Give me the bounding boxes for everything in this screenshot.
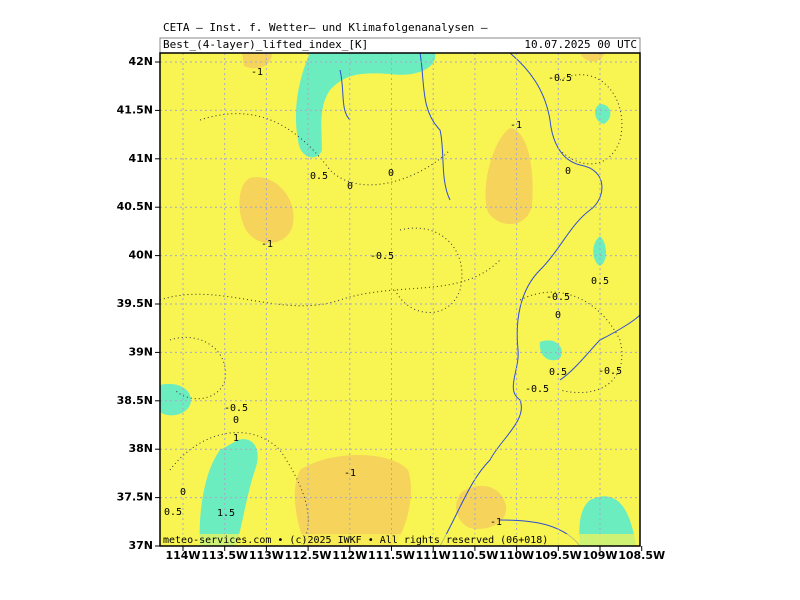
contour-label: 0.5 [310, 171, 328, 182]
contour-label: 0 [555, 310, 561, 321]
contour-label: -0.5 [224, 403, 248, 414]
map-area: meteo-services.com • (c)2025 IWKF • All … [160, 53, 640, 546]
contours [160, 74, 623, 546]
contour-label: -0.5 [370, 251, 394, 262]
contour-label: 0 [388, 168, 394, 179]
contour-label: 0 [233, 415, 239, 426]
x-tick-label: 110W [499, 549, 534, 562]
contour-label: 0.5 [591, 276, 609, 287]
y-tick-label: 39.5N [117, 297, 153, 310]
y-tick-label: 38N [128, 442, 153, 455]
contour-label: 0 [347, 181, 353, 192]
contour-label: 0 [180, 487, 186, 498]
contour-label: 0 [565, 166, 571, 177]
contour-label: -0.5 [546, 292, 570, 303]
x-tick-label: 112.5W [285, 549, 332, 562]
contour-label: -0.5 [598, 366, 622, 377]
x-tick-label: 113.5W [201, 549, 248, 562]
y-tick-label: 40.5N [117, 200, 153, 213]
footer-bg [160, 534, 640, 546]
contour-label: -1 [251, 67, 263, 78]
x-tick-label: 111.5W [368, 549, 415, 562]
contour-label: -1 [510, 120, 522, 131]
x-tick-label: 112W [332, 549, 367, 562]
x-tick-label: 111W [416, 549, 451, 562]
contour-label: 1.5 [217, 508, 235, 519]
rivers-borders [339, 53, 640, 546]
x-tick-label: 109W [582, 549, 617, 562]
contour-label: -1 [261, 239, 273, 250]
orange-areas [239, 53, 605, 546]
y-tick-label: 39N [128, 345, 153, 358]
y-tick-label: 40N [128, 249, 153, 262]
y-tick-label: 37.5N [117, 491, 153, 504]
x-tick-label: 113W [249, 549, 284, 562]
valid-time: 10.07.2025 00 UTC [524, 38, 637, 51]
field-name: Best_(4-layer)_lifted_index_[K] [163, 38, 368, 51]
contour-label: 1 [233, 433, 239, 444]
contour-label: 0.5 [549, 367, 567, 378]
contour-label: -1 [490, 517, 502, 528]
contour-label: -0.5 [525, 384, 549, 395]
y-tick-label: 41N [128, 152, 153, 165]
contour-label: -0.5 [548, 73, 572, 84]
footer: meteo-services.com • (c)2025 IWKF • All … [163, 535, 548, 546]
y-tick-label: 37N [128, 539, 153, 552]
cyan-areas [160, 53, 636, 546]
x-tick-label: 114W [165, 549, 200, 562]
map-frame [159, 52, 641, 547]
x-tick-label: 110.5W [451, 549, 498, 562]
y-tick-label: 41.5N [117, 103, 153, 116]
x-tick-label: 109.5W [535, 549, 582, 562]
contour-label: 0.5 [164, 507, 182, 518]
header-title: CETA — Inst. f. Wetter— und Klimafolgena… [163, 21, 488, 34]
grid [160, 53, 640, 546]
y-tick-label: 38.5N [117, 394, 153, 407]
y-tick-label: 42N [128, 55, 153, 68]
contour-label: -1 [344, 468, 356, 479]
x-tick-label: 108.5W [618, 549, 665, 562]
